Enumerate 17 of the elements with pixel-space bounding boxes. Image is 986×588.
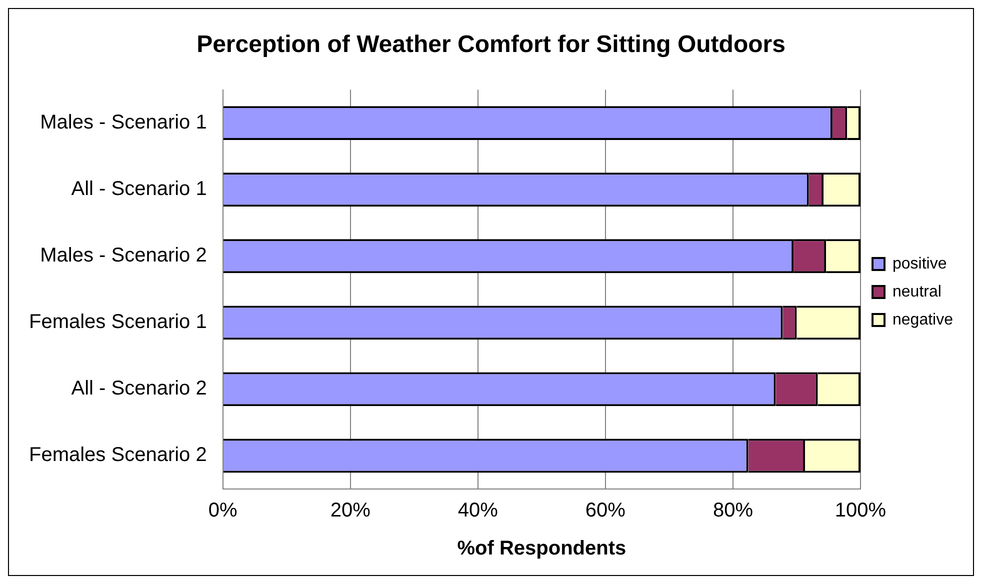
- y-tick-label: Males - Scenario 1: [40, 112, 207, 134]
- y-tick-label: Males - Scenario 2: [40, 244, 207, 267]
- x-tick-label: 60%: [585, 500, 626, 522]
- legend-label: negative: [892, 311, 954, 328]
- legend-label: neutral: [892, 283, 942, 300]
- chart-title: Perception of Weather Comfort for Sitting Outdoors: [196, 31, 786, 58]
- x-tick-label: 100%: [834, 500, 886, 522]
- y-tick-label: Females Scenario 1: [28, 311, 207, 334]
- x-tick-label: 0%: [208, 500, 238, 522]
- x-axis-title: %of Respondents: [457, 538, 626, 560]
- x-tick-label: 80%: [712, 500, 754, 522]
- x-tick-label: 20%: [330, 500, 371, 522]
- legend-label: positive: [892, 255, 947, 272]
- y-tick-label: All - Scenario 1: [71, 178, 207, 200]
- y-tick-label: Females Scenario 2: [28, 444, 207, 466]
- y-tick-label: All - Scenario 2: [71, 378, 207, 400]
- x-tick-label: 40%: [458, 500, 498, 522]
